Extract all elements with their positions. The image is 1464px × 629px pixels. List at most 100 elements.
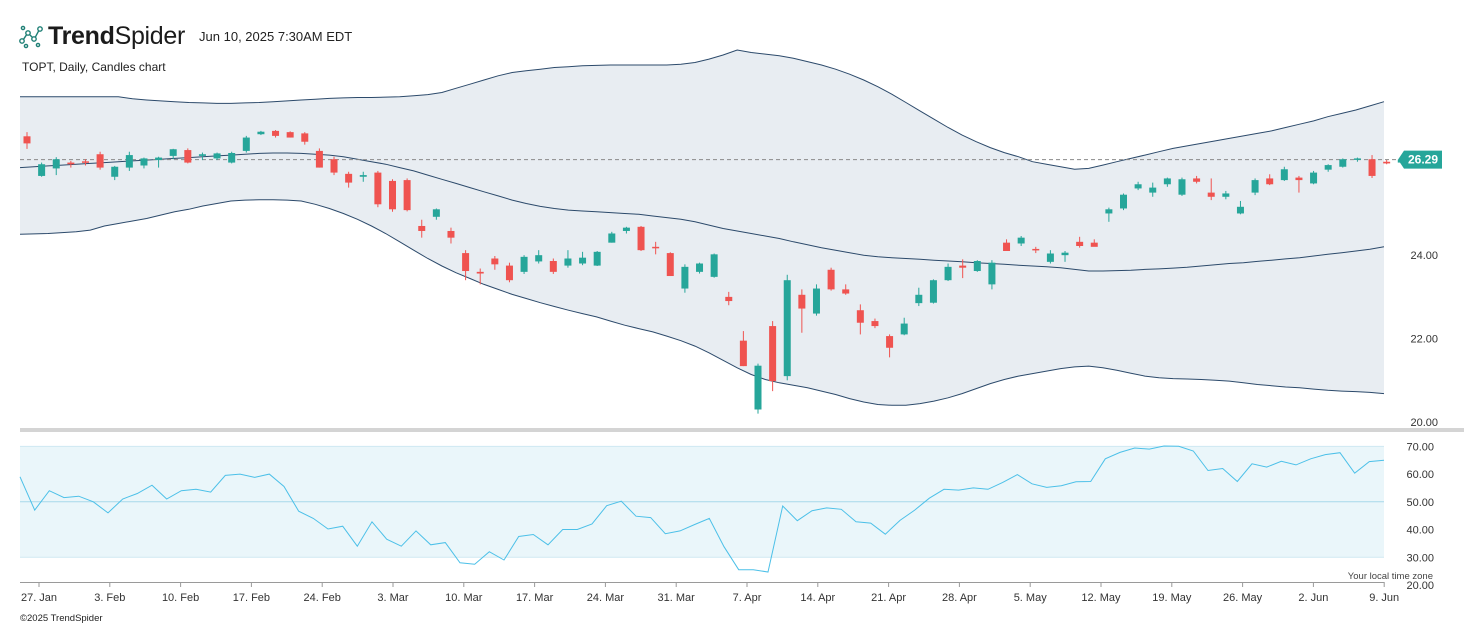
candle [827, 267, 835, 291]
candle-body [1149, 187, 1157, 193]
candle-body [38, 164, 46, 176]
candle-body [1003, 242, 1011, 251]
candle-body [812, 288, 820, 314]
candle [666, 252, 674, 277]
candle-body [915, 294, 923, 304]
candle [374, 170, 382, 208]
time-tick-label: 19. May [1152, 592, 1192, 604]
candle-body [125, 155, 133, 168]
rsi-tick-label: 30.00 [1406, 552, 1434, 564]
candle-body [1017, 237, 1025, 244]
candle [418, 219, 426, 238]
rsi-axis: 70.00 60.00 50.00 40.00 30.00 20.00 [1406, 441, 1434, 592]
candle-body [900, 323, 908, 335]
candle [1310, 170, 1318, 185]
last-price-label: 26.29 [1408, 153, 1438, 167]
candle [549, 258, 557, 274]
time-tick-label: 17. Feb [233, 592, 270, 604]
candle [359, 171, 367, 182]
price-tick-label: 24.00 [1410, 250, 1438, 262]
bollinger-layer [19, 49, 1385, 406]
candle-body [1105, 209, 1113, 214]
candle-body [403, 180, 411, 211]
candle-body [505, 265, 513, 281]
time-tick-label: 10. Feb [162, 592, 199, 604]
time-tick-label: 14. Apr [800, 592, 835, 604]
candle [23, 132, 31, 149]
candle [1324, 164, 1332, 172]
candle [272, 130, 280, 138]
candle-body [111, 166, 119, 177]
candle-body [886, 336, 894, 348]
candle-body [710, 254, 718, 277]
candle-body [345, 173, 353, 183]
candle [798, 289, 806, 333]
candle-body [184, 150, 192, 163]
candle [1163, 177, 1171, 187]
candle [1251, 178, 1259, 196]
candle-body [1368, 159, 1376, 176]
candle [593, 251, 601, 267]
candle-body [476, 271, 484, 274]
brand-light: Spider [114, 21, 186, 50]
rsi-layer [19, 445, 1385, 573]
candle [652, 241, 660, 255]
time-tick-label: 3. Feb [94, 592, 125, 604]
header: TrendSpider Jun 10, 2025 7:30AM EDT [18, 20, 352, 52]
candle [1076, 236, 1084, 248]
pane-separator [20, 428, 1464, 432]
candle-body [1222, 193, 1230, 197]
candle [988, 260, 996, 290]
time-tick-label: 3. Mar [377, 592, 409, 604]
candle-body [1266, 178, 1274, 185]
candle-body [988, 262, 996, 285]
candle-body [681, 266, 689, 289]
candle-body [432, 209, 440, 217]
time-tick-label: 17. Mar [516, 592, 554, 604]
candle [505, 262, 513, 283]
candle [1383, 160, 1391, 165]
candle-body [520, 256, 528, 272]
candle-body [1193, 178, 1201, 182]
candle [403, 178, 411, 212]
candle-body [535, 255, 543, 262]
rsi-tick-label: 60.00 [1406, 469, 1434, 481]
candle [1266, 174, 1274, 186]
candle [900, 317, 908, 336]
timestamp: Jun 10, 2025 7:30AM EDT [199, 28, 353, 44]
bollinger-band-fill [20, 50, 1384, 406]
candle-body [140, 158, 148, 166]
candle [52, 157, 60, 176]
candle [622, 226, 630, 234]
candle [242, 135, 250, 153]
bollinger-lower-line [19, 199, 1385, 406]
candle [856, 304, 864, 335]
candle-body [447, 230, 455, 238]
time-tick-label: 12. May [1081, 592, 1121, 604]
candle [389, 179, 396, 212]
price-tick-label: 20.00 [1410, 417, 1438, 429]
candle [535, 250, 543, 264]
rsi-tick-label: 40.00 [1406, 525, 1434, 537]
time-tick-label: 27. Jan [21, 592, 57, 604]
brand-name: TrendSpider [48, 22, 185, 51]
candle [345, 171, 353, 188]
candle-body [374, 172, 382, 205]
candle [769, 321, 777, 392]
time-tick-label: 2. Jun [1298, 592, 1328, 604]
candle [973, 260, 981, 272]
candle-body [1134, 184, 1142, 189]
candle-body [67, 162, 75, 165]
candle [929, 279, 937, 304]
candle [944, 263, 952, 282]
candle-body [769, 326, 777, 382]
time-tick-label: 21. Apr [871, 592, 906, 604]
candle-body [842, 289, 850, 294]
candle [155, 156, 163, 168]
candle-body [301, 133, 309, 142]
candle-body [549, 261, 557, 272]
last-price-badge: 26.29 [1398, 150, 1442, 169]
candle-body [871, 321, 879, 327]
candle [564, 250, 572, 268]
